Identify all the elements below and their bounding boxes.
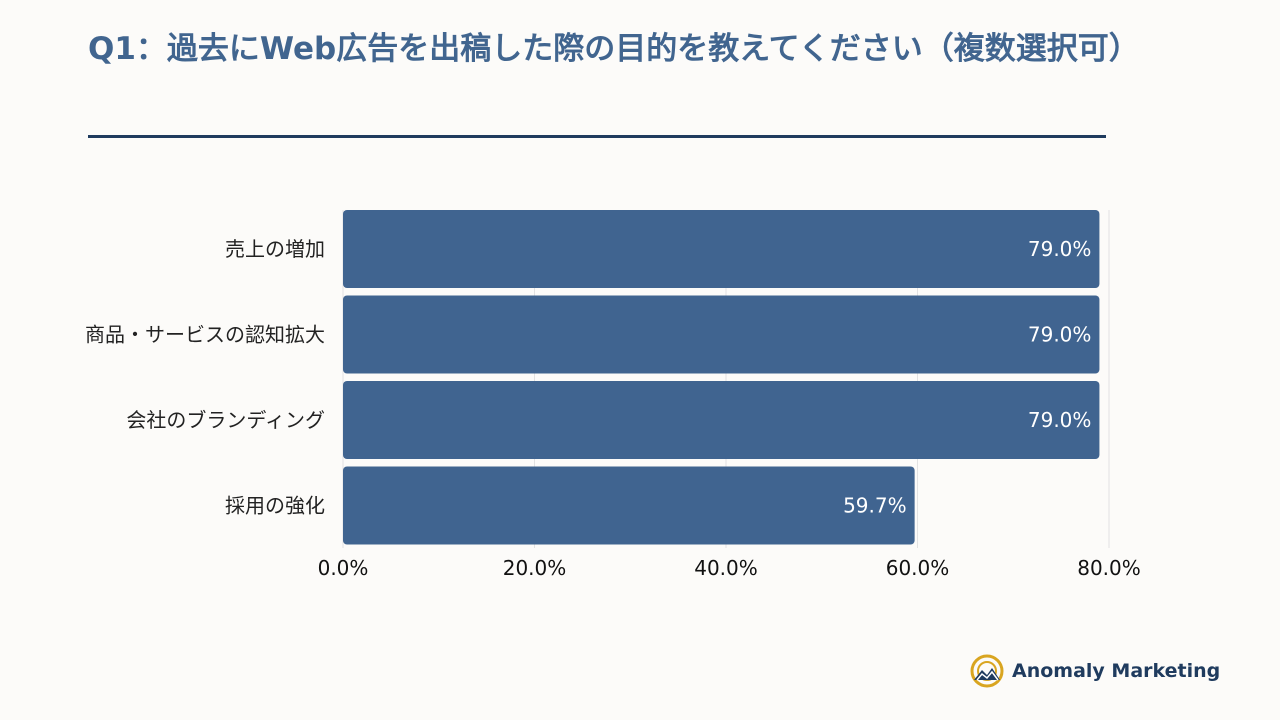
brand-logo: Anomaly Marketing (970, 652, 1220, 690)
x-tick-label: 40.0% (694, 556, 758, 580)
bar (343, 381, 1100, 459)
brand-name: Anomaly Marketing (1012, 660, 1221, 682)
category-label: 商品・サービスの認知拡大 (85, 323, 325, 347)
title-divider (88, 135, 1106, 138)
category-label: 採用の強化 (225, 494, 325, 518)
value-label: 79.0% (1028, 237, 1092, 261)
bar (343, 466, 915, 545)
value-label: 59.7% (843, 494, 907, 518)
bar (343, 210, 1100, 288)
x-tick-label: 80.0% (1077, 556, 1141, 580)
chart-title: Q1：過去にWeb広告を出稿した際の目的を教えてください（複数選択可） (88, 31, 1140, 67)
x-tick-label: 60.0% (886, 556, 950, 580)
value-label: 79.0% (1028, 408, 1092, 432)
x-tick-label: 0.0% (318, 556, 369, 580)
category-label: 売上の増加 (225, 237, 325, 261)
x-tick-label: 20.0% (503, 556, 567, 580)
bar (343, 295, 1100, 374)
category-label: 会社のブランディング (126, 408, 325, 432)
mountain-sun-logo-icon (970, 654, 1004, 688)
value-label: 79.0% (1028, 323, 1092, 347)
